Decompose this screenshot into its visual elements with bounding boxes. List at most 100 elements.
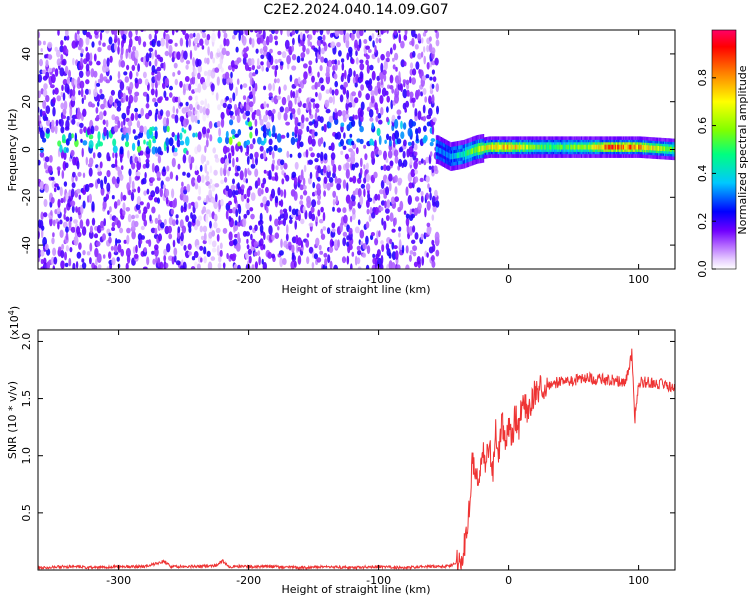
spectrogram-cell — [360, 183, 366, 189]
spectrogram-cell — [62, 108, 67, 116]
spectrogram-cell — [339, 30, 345, 35]
colorbar-frame — [711, 29, 737, 270]
spectrogram-cell — [431, 125, 435, 135]
spectrogram-cell — [200, 154, 205, 165]
spectrogram-cell — [303, 71, 308, 80]
spectrogram-cell — [81, 147, 84, 158]
spectrogram-cell — [294, 30, 299, 34]
spectrogram-cell — [412, 245, 418, 252]
spectrogram-cell — [59, 219, 63, 225]
spectrogram-ridge-cell — [451, 153, 453, 160]
spectrogram-cell — [315, 216, 318, 223]
spectrogram-cell — [374, 206, 379, 216]
spectrogram-cell — [362, 252, 367, 258]
spectrogram-cell — [57, 198, 61, 208]
spectrogram-cell — [371, 70, 376, 81]
spectrogram-cell — [369, 117, 374, 122]
spectrogram-cell — [142, 177, 147, 185]
x-tick-label: -100 — [366, 273, 391, 286]
spectrogram-cell — [222, 227, 228, 234]
spectrogram-cell — [154, 33, 158, 44]
spectrogram-cell — [154, 217, 159, 225]
spectrogram-cell — [68, 189, 72, 197]
spectrogram-cell — [43, 198, 48, 208]
spectrogram-ridge-cell — [589, 144, 591, 150]
spectrogram-cell — [225, 50, 230, 57]
spectrogram-cell — [299, 200, 304, 206]
spectrogram-cell — [174, 42, 178, 47]
spectrogram-cell — [389, 47, 393, 55]
spectrogram-cell — [299, 32, 303, 41]
spectrogram-cell — [176, 139, 181, 148]
y-tick-label: 1.0 — [20, 447, 33, 465]
spectrogram-cell — [38, 31, 41, 39]
spectrogram-cell — [316, 152, 321, 158]
spectrogram-cell — [222, 76, 227, 86]
spectrogram-cell — [124, 141, 130, 148]
spectrogram-cell — [422, 32, 427, 37]
spectrogram-ridge-cell — [586, 144, 589, 150]
spectrogram-cell — [276, 95, 282, 100]
spectrogram-cell — [164, 50, 170, 57]
spectrogram-cell — [397, 165, 401, 171]
spectrogram-cell — [91, 217, 96, 226]
spectrogram-cell — [357, 266, 362, 269]
spectrogram-cell — [377, 149, 382, 156]
spectrogram-cell — [61, 243, 65, 250]
spectrogram-ridge-cell — [461, 151, 464, 158]
spectrogram-cell — [47, 67, 53, 73]
spectrogram-cell — [291, 65, 297, 71]
spectrogram-cell — [266, 103, 270, 108]
spectrogram-ridge-cell — [661, 146, 664, 151]
spectrogram-ridge-cell — [555, 144, 557, 150]
spectrogram-cell — [305, 239, 310, 248]
spectrogram-cell — [380, 200, 386, 206]
spectrogram-cell — [393, 245, 398, 250]
spectrogram-cell — [411, 37, 415, 47]
spectrogram-cell — [435, 249, 440, 257]
spectrogram-cell — [301, 114, 305, 124]
spectrogram-cell — [302, 206, 306, 214]
spectrogram-cell — [188, 95, 193, 101]
spectrogram-cell — [427, 183, 430, 190]
snr-x-ticks: -300 -200 -100 0 100 — [106, 330, 649, 587]
spectrogram-cell — [137, 63, 141, 72]
spectrogram-cell — [298, 87, 302, 94]
spectrogram-cell — [262, 114, 268, 123]
spectrogram-cell — [220, 179, 225, 185]
spectrogram-cell — [50, 197, 55, 204]
spectrogram-cell — [420, 195, 424, 203]
spectrogram-cell — [268, 130, 272, 138]
spectrogram-ridge-cell — [573, 144, 576, 150]
spectrogram-ridge-cell — [440, 148, 443, 155]
spectrogram-cell — [285, 174, 290, 182]
spectrogram-cell — [117, 37, 120, 47]
spectrogram-cell — [206, 250, 211, 257]
spectrogram-cell — [408, 118, 414, 129]
spectrogram-cell — [374, 30, 380, 33]
spectrogram-ridge-cell — [518, 144, 521, 150]
spectrogram-cell — [422, 88, 427, 95]
spectrogram-cell — [196, 174, 202, 183]
spectrogram-cell — [146, 141, 149, 146]
spectrogram-cell — [425, 192, 430, 200]
spectrogram-cell — [419, 177, 424, 183]
spectrogram-cell — [45, 59, 49, 68]
spectrogram-cell — [238, 30, 244, 36]
spectrogram-cell — [405, 245, 409, 254]
spectrogram-cell — [228, 152, 232, 161]
spectrogram-ridge-cell — [627, 144, 630, 150]
spectrogram-cell — [426, 222, 431, 228]
spectrogram-cell — [385, 90, 389, 96]
spectrogram-cell — [76, 251, 82, 259]
spectrogram-cell — [216, 245, 220, 255]
spectrogram-cell — [384, 139, 387, 144]
spectrogram-ridge-cell — [584, 144, 586, 150]
spectrogram-cell — [257, 250, 261, 256]
spectrogram-ridge-cell — [544, 144, 547, 150]
spectrogram-cell — [129, 70, 133, 80]
spectrogram-cell — [182, 171, 186, 176]
spectrogram-cell — [43, 161, 48, 170]
spectrogram-cell — [245, 178, 248, 184]
spectrogram-cell — [374, 238, 379, 246]
